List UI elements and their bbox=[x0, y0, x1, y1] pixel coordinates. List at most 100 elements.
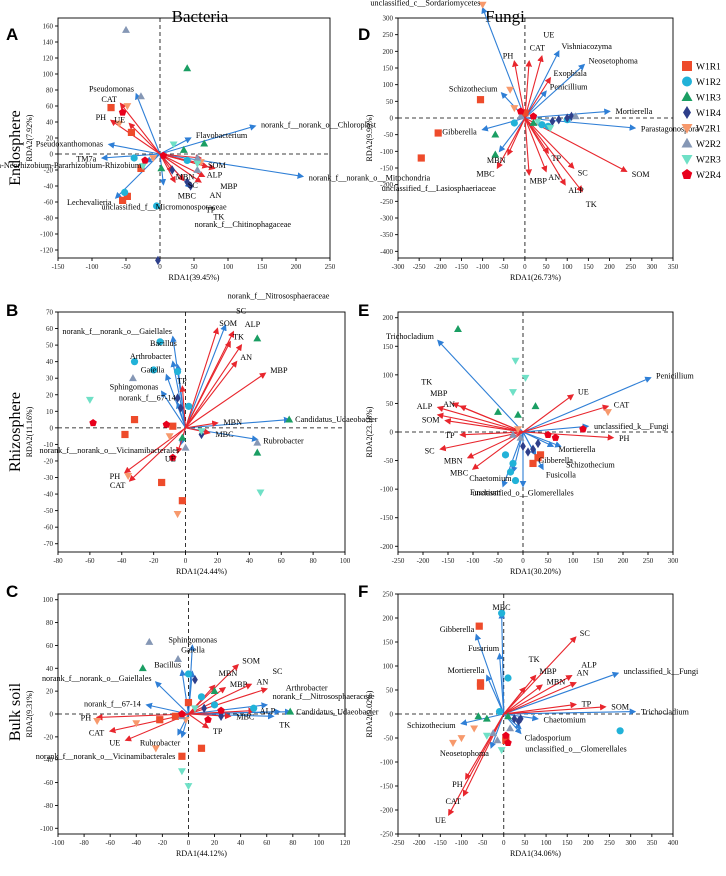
vector-label: UE bbox=[165, 454, 176, 463]
env-arrow bbox=[524, 117, 566, 186]
vector-label: SOM bbox=[219, 319, 237, 328]
sample-point bbox=[158, 478, 166, 487]
row-title-bulk-soil: Bulk soil bbox=[7, 682, 24, 741]
x-tick-label: -150 bbox=[52, 263, 65, 271]
sample-point bbox=[253, 438, 262, 446]
vector-label: Mortierella bbox=[558, 445, 595, 454]
vector-label: unclassified_f__Lasiosphaeriaceae bbox=[382, 184, 496, 193]
legend-label: W1R4 bbox=[696, 109, 721, 119]
y-tick-label: -50 bbox=[44, 507, 54, 515]
x-tick-label: 60 bbox=[278, 557, 286, 565]
sample-point bbox=[123, 103, 132, 111]
legend-label: W1R3 bbox=[696, 94, 721, 104]
sample-point bbox=[127, 128, 136, 136]
legend-marker bbox=[681, 169, 693, 179]
y-tick-label: -50 bbox=[384, 735, 394, 743]
vector-label: MBN bbox=[547, 678, 566, 687]
vector-label: AN bbox=[256, 678, 268, 687]
sample-point bbox=[536, 451, 545, 459]
vector-label: Candidatus_Udaeobacter bbox=[295, 415, 378, 424]
sample-point bbox=[185, 402, 193, 410]
sample-point bbox=[178, 497, 186, 505]
sample-point bbox=[506, 86, 515, 94]
legend-marker bbox=[681, 124, 693, 134]
sample-point bbox=[121, 188, 129, 196]
sample-point bbox=[501, 451, 510, 459]
vector-label: Mortierella bbox=[448, 666, 485, 675]
y-tick-label: 150 bbox=[383, 343, 394, 351]
y-tick-label: 40 bbox=[46, 665, 54, 673]
legend-marker bbox=[682, 61, 692, 71]
vector-label: ALP bbox=[568, 186, 584, 195]
sample-point bbox=[107, 104, 115, 112]
vector-label: PH bbox=[96, 113, 107, 122]
vector-label: Bacillus bbox=[154, 661, 181, 670]
vector-label: TP bbox=[177, 377, 187, 386]
y-tick-label: 40 bbox=[46, 119, 54, 127]
vector-label: Cladosporium bbox=[525, 734, 572, 743]
vector-label: MBP bbox=[530, 177, 548, 186]
sample-point bbox=[138, 664, 147, 672]
vector-label: Candidatus_Udaeobacter bbox=[296, 708, 379, 717]
x-tick-label: -60 bbox=[85, 557, 95, 565]
x-tick-label: 350 bbox=[647, 839, 658, 847]
sample-point bbox=[509, 459, 517, 468]
panel-e: -250 -200 -150 -100 -50 0 50 100 150 200 250 300 -20… bbox=[365, 311, 694, 576]
sample-point bbox=[130, 415, 139, 424]
x-tick-label: 250 bbox=[643, 557, 654, 565]
y-tick-label: -100 bbox=[40, 825, 53, 833]
sample-point bbox=[174, 393, 181, 403]
x-axis-title: RDA1(30.20%) bbox=[510, 567, 561, 576]
env-arrow bbox=[503, 674, 573, 715]
panel-b: -80 -60 -40 -20 0 20 40 60 80 100-70-60-50-40-30-… bbox=[25, 292, 378, 576]
vector-label: MBN bbox=[219, 669, 238, 678]
sample-point bbox=[516, 112, 525, 120]
sample-point bbox=[184, 698, 193, 707]
vector-label: AN bbox=[548, 173, 560, 182]
x-tick-label: 150 bbox=[257, 263, 268, 271]
sample-point bbox=[525, 447, 531, 457]
vector-label: Gibberella bbox=[538, 456, 573, 465]
vector-label: ALP bbox=[245, 320, 261, 329]
x-tick-label: 150 bbox=[562, 839, 573, 847]
x-tick-label: -100 bbox=[86, 263, 99, 271]
vector-label: TK bbox=[213, 212, 224, 221]
sample-point bbox=[256, 489, 265, 497]
sample-point bbox=[179, 145, 188, 153]
env-arrow bbox=[503, 681, 577, 715]
env-arrow bbox=[185, 427, 211, 435]
vector-label: Fusicolla bbox=[546, 470, 576, 479]
sample-point bbox=[470, 725, 479, 733]
sample-point bbox=[157, 164, 166, 172]
sample-point bbox=[145, 637, 154, 645]
vector-label: MBC bbox=[178, 191, 197, 200]
y-tick-label: -100 bbox=[380, 759, 393, 767]
vector-label: MBN bbox=[444, 456, 463, 465]
y-tick-label: -60 bbox=[44, 779, 54, 787]
y-tick-label: 70 bbox=[46, 309, 54, 317]
vector-label: Trichocladium bbox=[641, 707, 690, 716]
y-tick-label: -350 bbox=[380, 231, 393, 239]
sample-point bbox=[197, 744, 206, 752]
sample-point bbox=[253, 448, 262, 456]
y-tick-label: 0 bbox=[390, 115, 394, 123]
vector-label: Chaetomium bbox=[544, 716, 587, 725]
sample-point bbox=[183, 156, 191, 164]
sample-point bbox=[169, 165, 176, 175]
vector-label: AN bbox=[240, 353, 252, 362]
x-tick-label: 100 bbox=[562, 263, 573, 271]
env-arrow bbox=[503, 701, 578, 715]
x-tick-label: 40 bbox=[246, 557, 254, 565]
panel-a: -150 -100 -50 0 50 100 150 200 250-120-100-80-60… bbox=[0, 17, 431, 282]
env-arrow bbox=[503, 684, 543, 715]
sample-point bbox=[521, 374, 530, 382]
taxa-arrow bbox=[159, 153, 305, 179]
vector-label: CAT bbox=[614, 401, 629, 410]
y-tick-label: 20 bbox=[46, 391, 54, 399]
env-arrow bbox=[439, 431, 524, 452]
y-tick-label: -60 bbox=[44, 524, 54, 532]
taxa-arrow bbox=[159, 124, 257, 155]
sample-point bbox=[515, 716, 522, 726]
env-arrow bbox=[179, 385, 187, 428]
env-arrow bbox=[522, 404, 610, 433]
